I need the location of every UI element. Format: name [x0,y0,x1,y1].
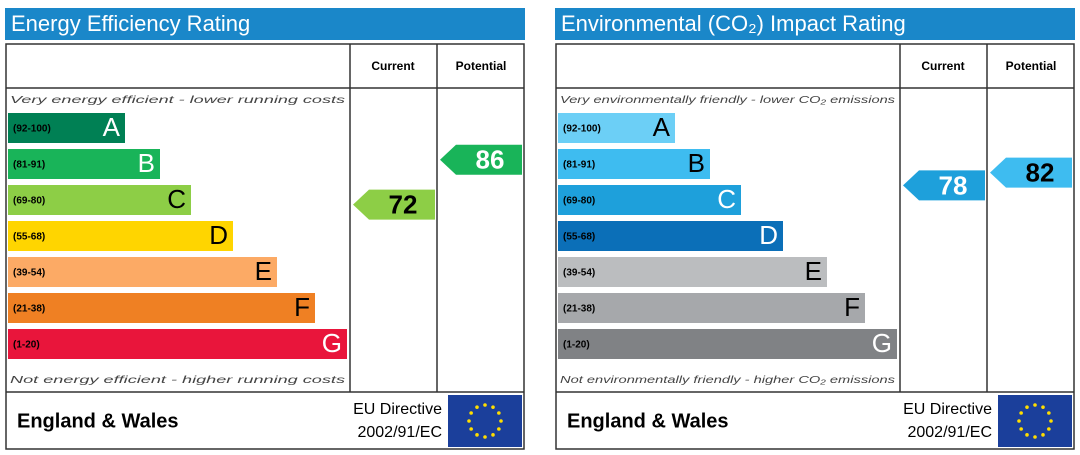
band-range: (81-91) [13,160,45,171]
rating-arrow [440,144,522,175]
flag-star [469,411,473,415]
rating-band [8,185,191,215]
rating-band [8,113,125,143]
band-range: (21-38) [13,304,45,315]
column-header: Potential [456,59,507,73]
bottom-note: Not environmentally friendly - higher CO… [560,374,896,386]
band-letter: E [805,256,822,286]
rating-value: 86 [476,145,505,175]
band-range: (39-54) [563,268,595,279]
band-range: (1-20) [13,340,40,351]
flag-star [491,405,495,409]
directive: EU Directive [353,401,442,418]
band-range: (39-54) [13,268,45,279]
band-range: (92-100) [13,124,51,135]
rating-band [558,329,897,359]
rating-arrow [990,157,1072,188]
eu-flag [448,395,522,447]
rating-band [558,221,783,251]
band-letter: G [872,328,892,358]
region: England & Wales [567,410,729,432]
flag-star [1047,427,1051,431]
band-letter: B [138,148,155,178]
flag-star [1049,419,1053,423]
band-range: (1-20) [563,340,590,351]
band-letter: G [322,328,342,358]
flag-star [497,427,501,431]
column-header: Potential [1006,59,1057,73]
column-header: Current [371,59,414,73]
flag-star [1041,405,1045,409]
eu-flag [998,395,1072,447]
band-range: (55-68) [563,232,595,243]
flag-star [491,433,495,437]
flag-star [1041,433,1045,437]
band-range: (69-80) [563,196,595,207]
bottom-note: Not energy efficient - higher running co… [10,374,346,386]
flag-star [483,403,487,407]
rating-band [8,149,160,179]
rating-value: 72 [389,189,418,219]
rating-band [558,185,741,215]
flag-star [483,435,487,439]
top-note: Very environmentally friendly - lower CO… [560,94,896,106]
band-range: (69-80) [13,196,45,207]
rating-band [8,293,315,323]
frame [5,43,525,450]
flag-star [469,427,473,431]
directive: EU Directive [903,401,992,418]
band-letter: D [209,220,228,250]
flag-star [475,433,479,437]
flag-star [1025,405,1029,409]
flag-star [1019,411,1023,415]
flag-star [499,419,503,423]
band-range: (92-100) [563,124,601,135]
directive: 2002/91/EC [907,424,992,441]
band-letter: F [844,292,860,322]
panel-title: Environmental (CO₂) Impact Rating [561,11,906,36]
rating-band [558,113,675,143]
flag-star [475,405,479,409]
rating-band [558,149,710,179]
top-note: Very energy efficient - lower running co… [10,94,346,106]
rating-band [8,221,233,251]
rating-band [558,293,865,323]
frame [555,43,1075,450]
rating-arrow [353,189,435,220]
title-bar [555,8,1075,40]
rating-band [8,257,277,287]
rating-value: 82 [1026,157,1055,187]
flag-star [1025,433,1029,437]
region: England & Wales [17,410,179,432]
flag-star [1033,435,1037,439]
flag-star [1017,419,1021,423]
flag-star [1047,411,1051,415]
rating-band [558,257,827,287]
title-bar [5,8,525,40]
flag-star [497,411,501,415]
panel-title: Energy Efficiency Rating [11,11,250,36]
band-letter: A [653,112,671,142]
column-header: Current [921,59,964,73]
flag-star [1033,403,1037,407]
band-letter: D [759,220,778,250]
epc-panel: Energy Efficiency Rating Current Potential… [5,8,525,450]
band-letter: F [294,292,310,322]
directive: 2002/91/EC [357,424,442,441]
band-letter: E [255,256,272,286]
band-letter: B [688,148,705,178]
band-range: (55-68) [13,232,45,243]
band-letter: C [167,184,186,214]
epc-panel: Environmental (CO₂) Impact Rating Current… [555,8,1075,450]
band-range: (81-91) [563,160,595,171]
flag-star [467,419,471,423]
rating-value: 78 [939,170,968,200]
band-letter: C [717,184,736,214]
band-letter: A [103,112,121,142]
band-range: (21-38) [563,304,595,315]
rating-band [8,329,347,359]
rating-arrow [903,170,985,201]
flag-star [1019,427,1023,431]
